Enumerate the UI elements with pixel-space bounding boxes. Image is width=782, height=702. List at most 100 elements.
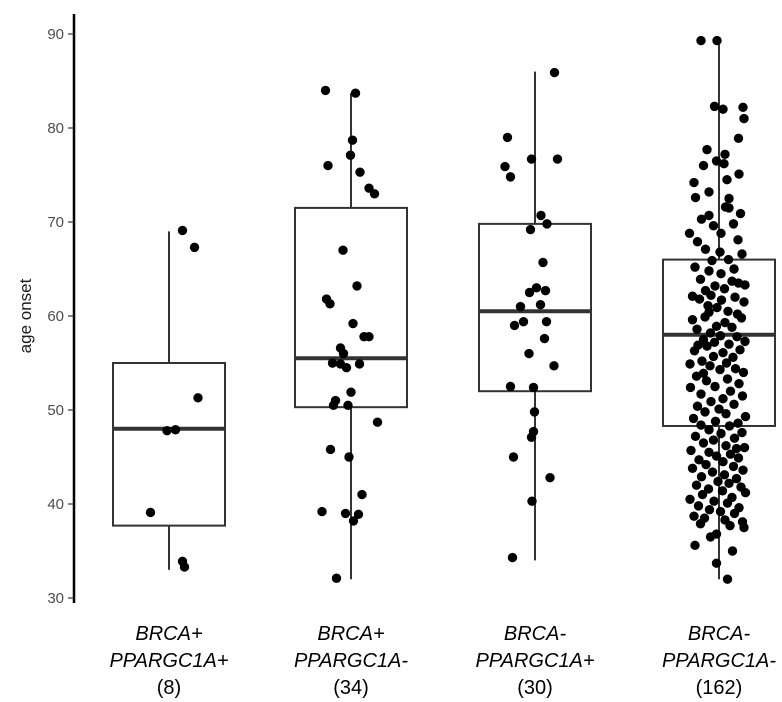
data-point — [702, 341, 712, 351]
data-point — [707, 255, 717, 266]
data-point — [725, 386, 736, 396]
data-point — [740, 336, 750, 347]
data-point — [708, 435, 719, 445]
data-point — [508, 452, 519, 462]
data-point — [716, 269, 726, 279]
data-point — [728, 461, 739, 472]
data-point — [708, 221, 719, 231]
data-point — [705, 532, 716, 542]
data-point — [515, 301, 526, 312]
data-point — [685, 382, 696, 393]
data-point — [524, 348, 534, 359]
data-point — [695, 519, 706, 529]
data-point — [709, 101, 720, 112]
data-point — [707, 467, 718, 477]
data-point — [733, 453, 744, 463]
data-point — [526, 432, 537, 442]
data-point — [723, 254, 734, 265]
data-point — [737, 427, 747, 438]
data-point — [705, 328, 716, 338]
data-point — [711, 558, 722, 568]
data-point — [690, 431, 701, 442]
data-point — [693, 501, 704, 511]
data-point — [728, 352, 738, 363]
data-point — [711, 321, 722, 332]
data-point — [733, 133, 744, 144]
data-point — [694, 294, 705, 304]
data-point — [353, 509, 364, 520]
y-axis-ticks: 30 40 50 60 70 80 90 — [47, 26, 74, 607]
data-point — [739, 113, 749, 124]
data-point — [719, 284, 730, 294]
box — [662, 258, 776, 427]
data-point — [536, 210, 546, 221]
data-point — [541, 316, 552, 327]
data-point — [737, 391, 748, 401]
data-point — [729, 508, 740, 519]
data-point — [320, 85, 331, 96]
data-point — [500, 161, 510, 172]
data-point — [145, 507, 156, 518]
data-point — [735, 345, 745, 355]
data-point — [696, 472, 707, 482]
data-point — [725, 520, 735, 531]
data-point — [740, 488, 751, 498]
data-point — [715, 331, 726, 341]
data-point — [696, 420, 706, 430]
data-point — [697, 356, 707, 366]
data-point — [531, 283, 542, 293]
data-point — [540, 285, 551, 296]
data-point — [177, 225, 188, 236]
data-point — [542, 219, 552, 229]
data-point — [702, 144, 712, 155]
data-point — [505, 172, 516, 182]
data-point — [162, 425, 172, 436]
data-point — [740, 411, 751, 422]
data-point — [700, 244, 711, 254]
y-tick-label: 70 — [47, 214, 64, 231]
data-point — [687, 315, 698, 325]
data-point — [364, 331, 374, 342]
data-point — [525, 224, 536, 235]
y-tick-label: 30 — [47, 590, 64, 607]
data-point — [706, 396, 716, 407]
data-point — [698, 368, 709, 379]
data-point — [696, 214, 707, 224]
data-point — [344, 452, 354, 462]
category-label-line2: PPARGC1A+ — [475, 650, 594, 672]
x-axis-category-labels: BRCA+ PPARGC1A+ (8) BRCA+ PPARGC1A- (34) BRCA-… — [109, 623, 776, 699]
category-count: (8) — [157, 677, 181, 699]
data-point — [704, 504, 715, 515]
data-point — [689, 511, 699, 521]
data-point — [703, 300, 713, 311]
data-point — [740, 280, 750, 290]
data-point — [732, 331, 742, 342]
data-point — [721, 358, 732, 368]
data-point — [715, 364, 725, 375]
category-label-line2: PPARGC1A- — [662, 650, 776, 672]
data-point — [690, 262, 700, 272]
data-point — [720, 149, 730, 160]
data-point — [721, 441, 731, 451]
data-point — [338, 245, 348, 255]
category-label-line1: BRCA- — [504, 623, 567, 645]
data-point — [739, 442, 750, 453]
data-point — [189, 242, 200, 253]
data-point — [346, 387, 356, 397]
y-axis-title: age onset — [16, 278, 35, 353]
data-point — [338, 348, 349, 359]
data-point — [690, 540, 700, 551]
data-point — [724, 421, 735, 431]
data-point — [722, 574, 733, 584]
data-point — [729, 264, 739, 274]
data-point — [735, 208, 746, 219]
data-point — [684, 228, 695, 238]
data-point — [693, 340, 703, 350]
data-point — [738, 465, 748, 475]
data-point — [710, 381, 720, 392]
data-point — [526, 154, 537, 164]
data-point — [317, 506, 327, 517]
data-point — [691, 480, 702, 490]
data-point — [704, 187, 714, 197]
data-point — [701, 459, 711, 470]
